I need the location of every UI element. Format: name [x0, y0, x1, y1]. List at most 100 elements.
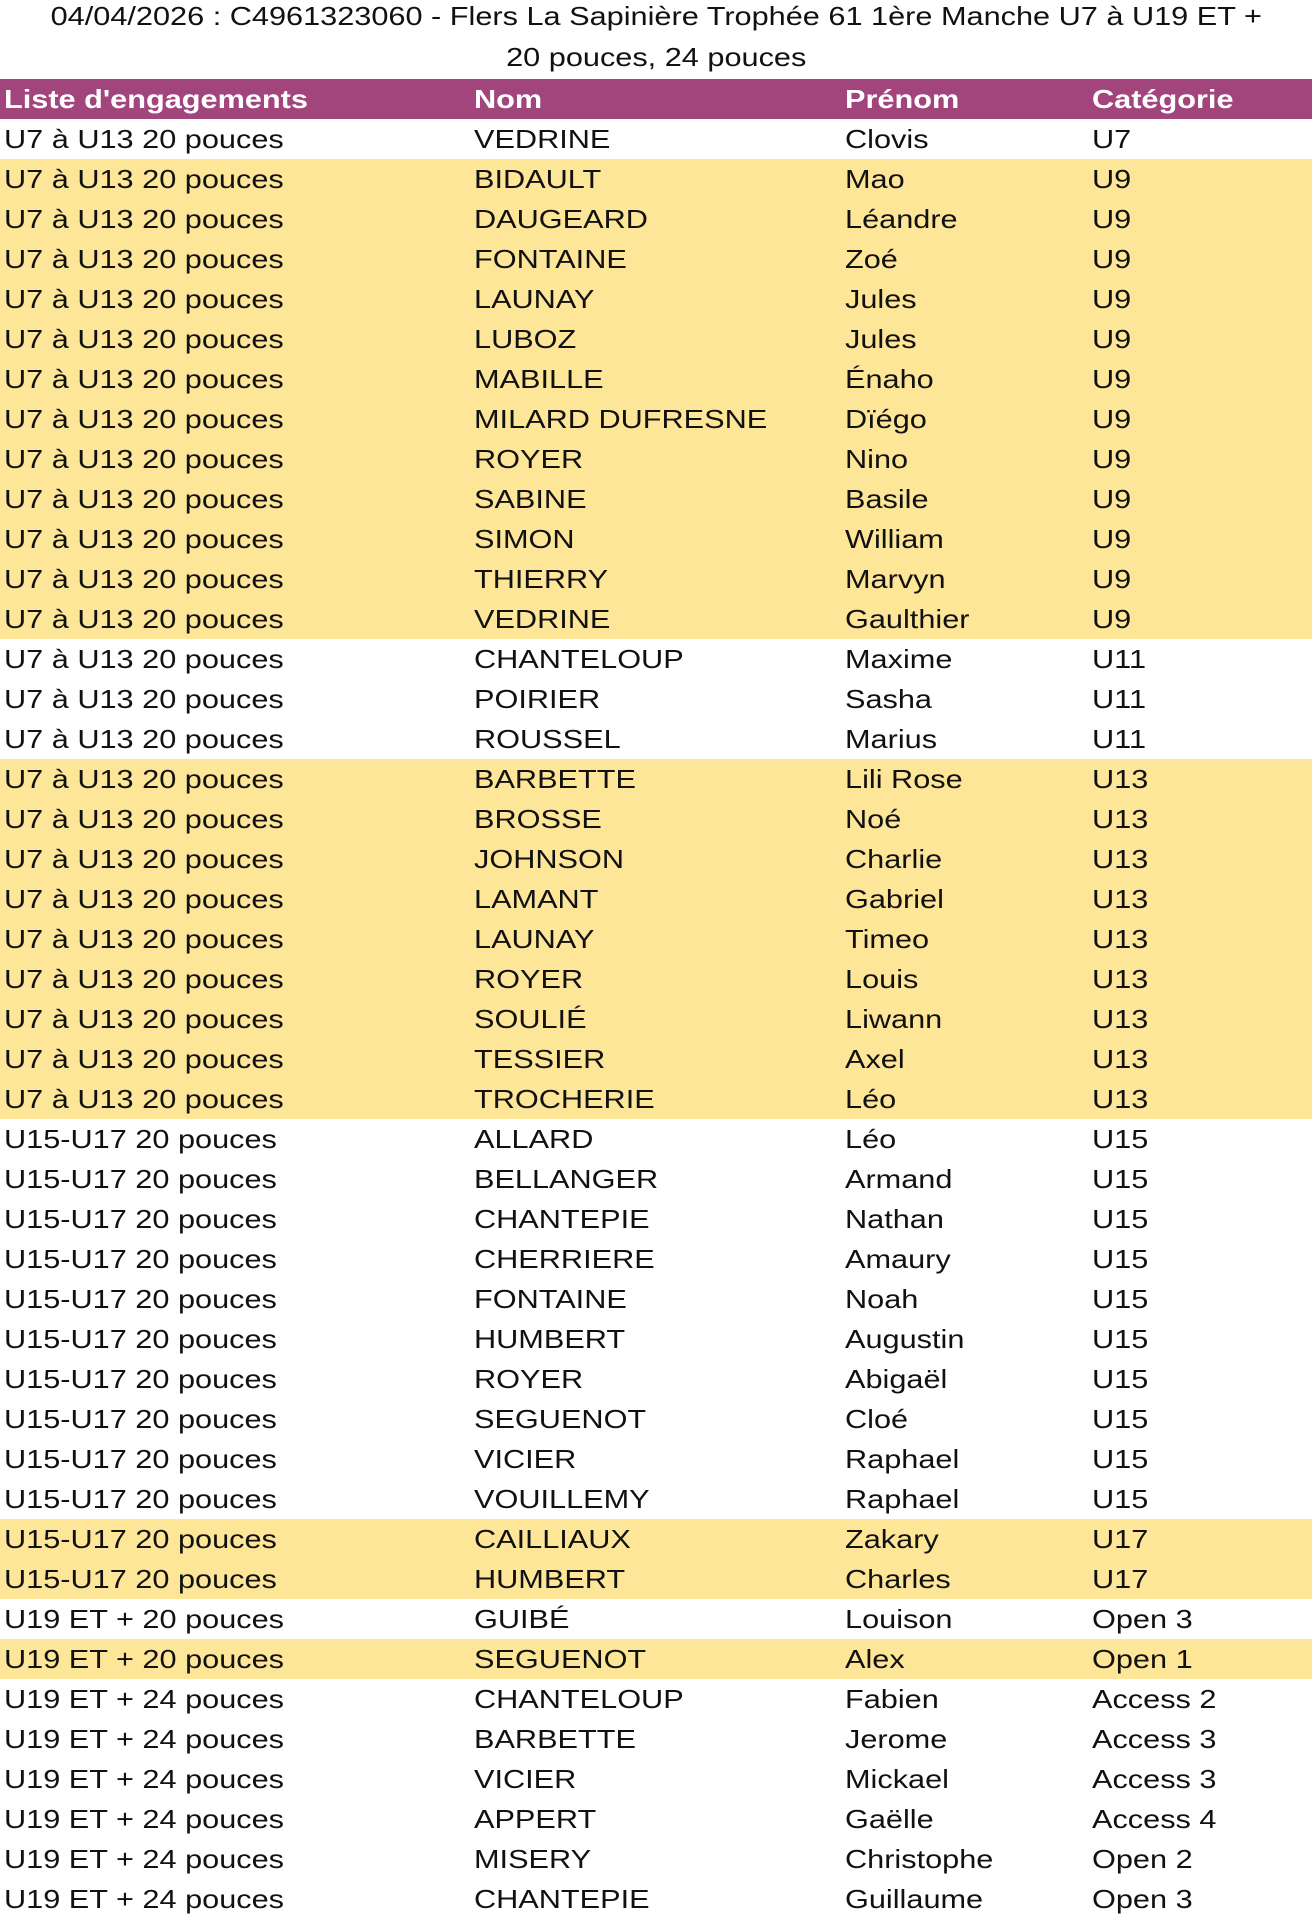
- cell-categorie: U15: [1092, 1244, 1149, 1274]
- title-text: 20 pouces, 24 pouces: [505, 42, 807, 72]
- table-row: U15-U17 20 pouces HUMBERT Charles U17: [0, 1559, 1312, 1599]
- cell-prenom: Marius: [845, 724, 938, 754]
- cell-liste: U7 à U13 20 pouces: [4, 1084, 284, 1114]
- cell-prenom: Gabriel: [845, 884, 944, 914]
- cell-nom: CHANTELOUP: [474, 644, 684, 674]
- table-row: U7 à U13 20 pouces FONTAINE Zoé U9: [0, 239, 1312, 279]
- cell-categorie: U9: [1092, 604, 1132, 634]
- cell-nom: LAUNAY: [474, 924, 595, 954]
- page-title-line-2: 20 pouces, 24 pouces: [0, 37, 1312, 77]
- cell-categorie: Open 3: [1092, 1604, 1193, 1634]
- cell-nom: ROYER: [474, 444, 584, 474]
- cell-prenom: Gaulthier: [845, 604, 970, 634]
- cell-nom: SOULIÉ: [474, 1004, 587, 1034]
- cell-nom: FONTAINE: [474, 244, 627, 274]
- cell-nom: VICIER: [474, 1444, 577, 1474]
- cell-nom: MABILLE: [474, 364, 604, 394]
- cell-prenom: Raphael: [845, 1444, 960, 1474]
- cell-prenom: Dïégo: [845, 404, 927, 434]
- cell-prenom: Léandre: [845, 204, 958, 234]
- cell-categorie: U11: [1092, 724, 1147, 754]
- cell-categorie: U15: [1092, 1284, 1149, 1314]
- cell-liste: U7 à U13 20 pouces: [4, 564, 284, 594]
- cell-nom: CHERRIERE: [474, 1244, 655, 1274]
- column-header-categorie: Catégorie: [1092, 84, 1234, 114]
- cell-categorie: U13: [1092, 924, 1149, 954]
- cell-liste: U15-U17 20 pouces: [4, 1364, 277, 1394]
- cell-prenom: Amaury: [845, 1244, 951, 1274]
- table-row: U19 ET + 24 pouces MISERY Christophe Open 2: [0, 1839, 1312, 1879]
- cell-categorie: U9: [1092, 164, 1132, 194]
- cell-nom: THIERRY: [474, 564, 609, 594]
- cell-nom: TROCHERIE: [474, 1084, 655, 1114]
- cell-prenom: Mickael: [845, 1764, 950, 1794]
- cell-categorie: U13: [1092, 764, 1149, 794]
- table-row: U7 à U13 20 pouces TESSIER Axel U13: [0, 1039, 1312, 1079]
- table-row: U15-U17 20 pouces CAILLIAUX Zakary U17: [0, 1519, 1312, 1559]
- cell-prenom: Charles: [845, 1564, 951, 1594]
- cell-nom: CHANTEPIE: [474, 1884, 650, 1914]
- table-row: U7 à U13 20 pouces SOULIÉ Liwann U13: [0, 999, 1312, 1039]
- cell-nom: HUMBERT: [474, 1564, 626, 1594]
- cell-categorie: U13: [1092, 1044, 1149, 1074]
- cell-liste: U7 à U13 20 pouces: [4, 444, 284, 474]
- cell-prenom: Armand: [845, 1164, 953, 1194]
- table-row: U19 ET + 24 pouces CHANTELOUP Fabien Access…: [0, 1679, 1312, 1719]
- table-row: U15-U17 20 pouces SEGUENOT Cloé U15: [0, 1399, 1312, 1439]
- cell-categorie: U9: [1092, 444, 1132, 474]
- cell-nom: LAUNAY: [474, 284, 595, 314]
- cell-liste: U7 à U13 20 pouces: [4, 284, 284, 314]
- table-row: U7 à U13 20 pouces LAUNAY Timeo U13: [0, 919, 1312, 959]
- cell-liste: U15-U17 20 pouces: [4, 1284, 277, 1314]
- cell-liste: U7 à U13 20 pouces: [4, 244, 284, 274]
- table-row: U7 à U13 20 pouces ROYER Nino U9: [0, 439, 1312, 479]
- cell-categorie: U15: [1092, 1124, 1149, 1154]
- cell-liste: U15-U17 20 pouces: [4, 1324, 277, 1354]
- cell-categorie: U9: [1092, 204, 1132, 234]
- table-row: U7 à U13 20 pouces THIERRY Marvyn U9: [0, 559, 1312, 599]
- table-row: U19 ET + 20 pouces SEGUENOT Alex Open 1: [0, 1639, 1312, 1679]
- cell-nom: BELLANGER: [474, 1164, 659, 1194]
- table-row: U15-U17 20 pouces ALLARD Léo U15: [0, 1119, 1312, 1159]
- table-row: U7 à U13 20 pouces DAUGEARD Léandre U9: [0, 199, 1312, 239]
- cell-categorie: U15: [1092, 1324, 1149, 1354]
- cell-liste: U7 à U13 20 pouces: [4, 1044, 284, 1074]
- cell-categorie: U13: [1092, 804, 1149, 834]
- cell-liste: U19 ET + 20 pouces: [4, 1644, 285, 1674]
- cell-nom: GUIBÉ: [474, 1604, 570, 1634]
- column-header-nom: Nom: [474, 84, 543, 114]
- cell-categorie: U15: [1092, 1484, 1149, 1514]
- cell-nom: POIRIER: [474, 684, 601, 714]
- cell-prenom: Guillaume: [845, 1884, 984, 1914]
- cell-categorie: Open 3: [1092, 1884, 1193, 1914]
- table-row: U15-U17 20 pouces BELLANGER Armand U15: [0, 1159, 1312, 1199]
- column-header-liste: Liste d'engagements: [4, 84, 308, 114]
- table-header: Liste d'engagements Nom Prénom Catégorie: [0, 79, 1312, 119]
- cell-categorie: U15: [1092, 1444, 1149, 1474]
- cell-nom: VICIER: [474, 1764, 577, 1794]
- cell-prenom: Alex: [845, 1644, 905, 1674]
- cell-prenom: Fabien: [845, 1684, 939, 1714]
- cell-categorie: Open 2: [1092, 1844, 1193, 1874]
- cell-nom: BARBETTE: [474, 764, 636, 794]
- cell-categorie: Access 3: [1092, 1764, 1217, 1794]
- table-row: U7 à U13 20 pouces LUBOZ Jules U9: [0, 319, 1312, 359]
- cell-nom: MILARD DUFRESNE: [474, 404, 768, 434]
- cell-prenom: Jerome: [845, 1724, 948, 1754]
- cell-nom: BARBETTE: [474, 1724, 636, 1754]
- cell-nom: ROYER: [474, 964, 584, 994]
- table-row: U7 à U13 20 pouces ROUSSEL Marius U11: [0, 719, 1312, 759]
- cell-nom: SEGUENOT: [474, 1404, 647, 1434]
- table-row: U15-U17 20 pouces CHANTEPIE Nathan U15: [0, 1199, 1312, 1239]
- cell-nom: MISERY: [474, 1844, 592, 1874]
- cell-liste: U15-U17 20 pouces: [4, 1164, 277, 1194]
- cell-nom: VEDRINE: [474, 124, 611, 154]
- cell-nom: VEDRINE: [474, 604, 611, 634]
- cell-nom: CHANTELOUP: [474, 1684, 684, 1714]
- table-row: U7 à U13 20 pouces POIRIER Sasha U11: [0, 679, 1312, 719]
- column-header-prenom: Prénom: [845, 84, 960, 114]
- cell-liste: U15-U17 20 pouces: [4, 1564, 277, 1594]
- cell-categorie: U15: [1092, 1164, 1149, 1194]
- cell-liste: U15-U17 20 pouces: [4, 1524, 277, 1554]
- cell-liste: U7 à U13 20 pouces: [4, 484, 284, 514]
